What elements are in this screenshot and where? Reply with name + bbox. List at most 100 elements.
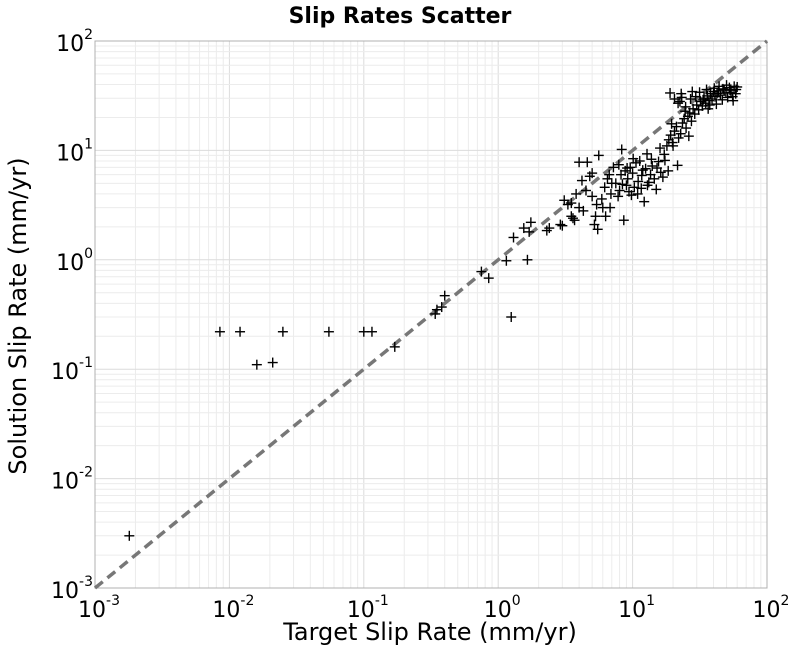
data-point	[669, 126, 680, 137]
data-point	[592, 224, 603, 235]
x-tick-label: 101	[618, 593, 655, 623]
data-point	[604, 169, 615, 180]
data-point	[717, 94, 728, 105]
data-point	[605, 202, 616, 213]
data-point	[591, 199, 602, 210]
data-point	[610, 178, 621, 189]
data-point	[582, 157, 593, 168]
data-point	[665, 87, 676, 98]
data-point	[659, 149, 670, 160]
data-point	[674, 96, 685, 107]
data-point	[613, 159, 624, 170]
data-point	[277, 326, 288, 337]
data-point	[627, 168, 638, 179]
data-point	[569, 215, 580, 226]
data-point	[680, 106, 691, 117]
data-point	[685, 94, 696, 105]
data-point	[555, 219, 566, 230]
data-point	[124, 530, 135, 541]
data-point	[652, 163, 663, 174]
data-point	[676, 88, 687, 99]
data-point	[634, 156, 645, 167]
data-point	[672, 160, 683, 171]
data-point	[633, 176, 644, 187]
data-point	[267, 357, 278, 368]
data-point	[366, 326, 377, 337]
y-tick-label: 10-1	[51, 355, 93, 385]
data-point	[518, 223, 529, 234]
data-point	[636, 170, 647, 181]
data-point	[251, 359, 262, 370]
data-point	[599, 182, 610, 193]
data-point	[657, 172, 668, 183]
data-point	[622, 173, 633, 184]
data-point	[483, 273, 494, 284]
data-point	[722, 92, 733, 103]
data-point	[608, 162, 619, 173]
y-tick-label: 10-2	[51, 465, 93, 495]
y-axis-label: Solution Slip Rate (mm/yr)	[4, 157, 32, 474]
data-point	[686, 116, 697, 127]
data-point	[673, 132, 684, 143]
data-point	[712, 88, 723, 99]
data-point	[681, 123, 692, 134]
data-point	[698, 94, 709, 105]
data-point	[476, 266, 487, 277]
data-point	[522, 254, 533, 265]
data-point	[618, 215, 629, 226]
y-tick-label: 101	[56, 136, 93, 166]
data-point	[600, 211, 611, 222]
data-point	[687, 86, 698, 97]
data-point	[640, 163, 651, 174]
data-point	[626, 190, 637, 201]
data-point	[728, 95, 739, 106]
x-tick-label: 10-3	[78, 593, 120, 623]
data-point	[668, 140, 679, 151]
data-point	[616, 144, 627, 155]
data-point	[323, 326, 334, 337]
data-point	[436, 302, 447, 313]
data-point	[501, 255, 512, 266]
data-point	[647, 161, 658, 172]
data-point	[732, 81, 743, 92]
data-point	[632, 188, 643, 199]
data-point	[677, 118, 688, 129]
data-point	[578, 205, 589, 216]
y-tick-labels: 10-3 10-2 10-1 100 101 102	[51, 27, 93, 604]
x-tick-label: 100	[484, 593, 521, 623]
plot-frame	[94, 40, 768, 589]
data-point	[214, 326, 225, 337]
data-point	[642, 148, 653, 159]
data-point	[508, 232, 519, 243]
data-point	[541, 225, 552, 236]
data-point	[629, 182, 640, 193]
data-point	[614, 185, 625, 196]
data-point	[703, 103, 714, 114]
data-point	[580, 185, 591, 196]
x-tick-label: 102	[753, 593, 790, 623]
data-point	[587, 191, 598, 202]
data-point	[622, 163, 633, 174]
data-point	[602, 173, 613, 184]
y-tick-label: 10-3	[51, 574, 93, 604]
data-point	[655, 143, 666, 154]
data-point	[576, 175, 587, 186]
x-tick-label: 10-1	[347, 593, 389, 623]
data-point	[587, 168, 598, 179]
data-point	[596, 193, 607, 204]
data-point	[593, 150, 604, 161]
data-point	[675, 128, 686, 139]
data-point	[726, 87, 737, 98]
data-point	[669, 94, 680, 105]
data-point	[506, 312, 517, 323]
data-point	[653, 156, 664, 167]
x-tick-labels: 10-3 10-2 10-1 100 101 102	[78, 593, 789, 623]
y-tick-label: 102	[56, 27, 93, 57]
data-point	[651, 184, 662, 195]
data-point	[566, 198, 577, 209]
x-axis-label: Target Slip Rate (mm/yr)	[282, 618, 577, 646]
data-point	[605, 188, 616, 199]
data-point	[731, 84, 742, 95]
